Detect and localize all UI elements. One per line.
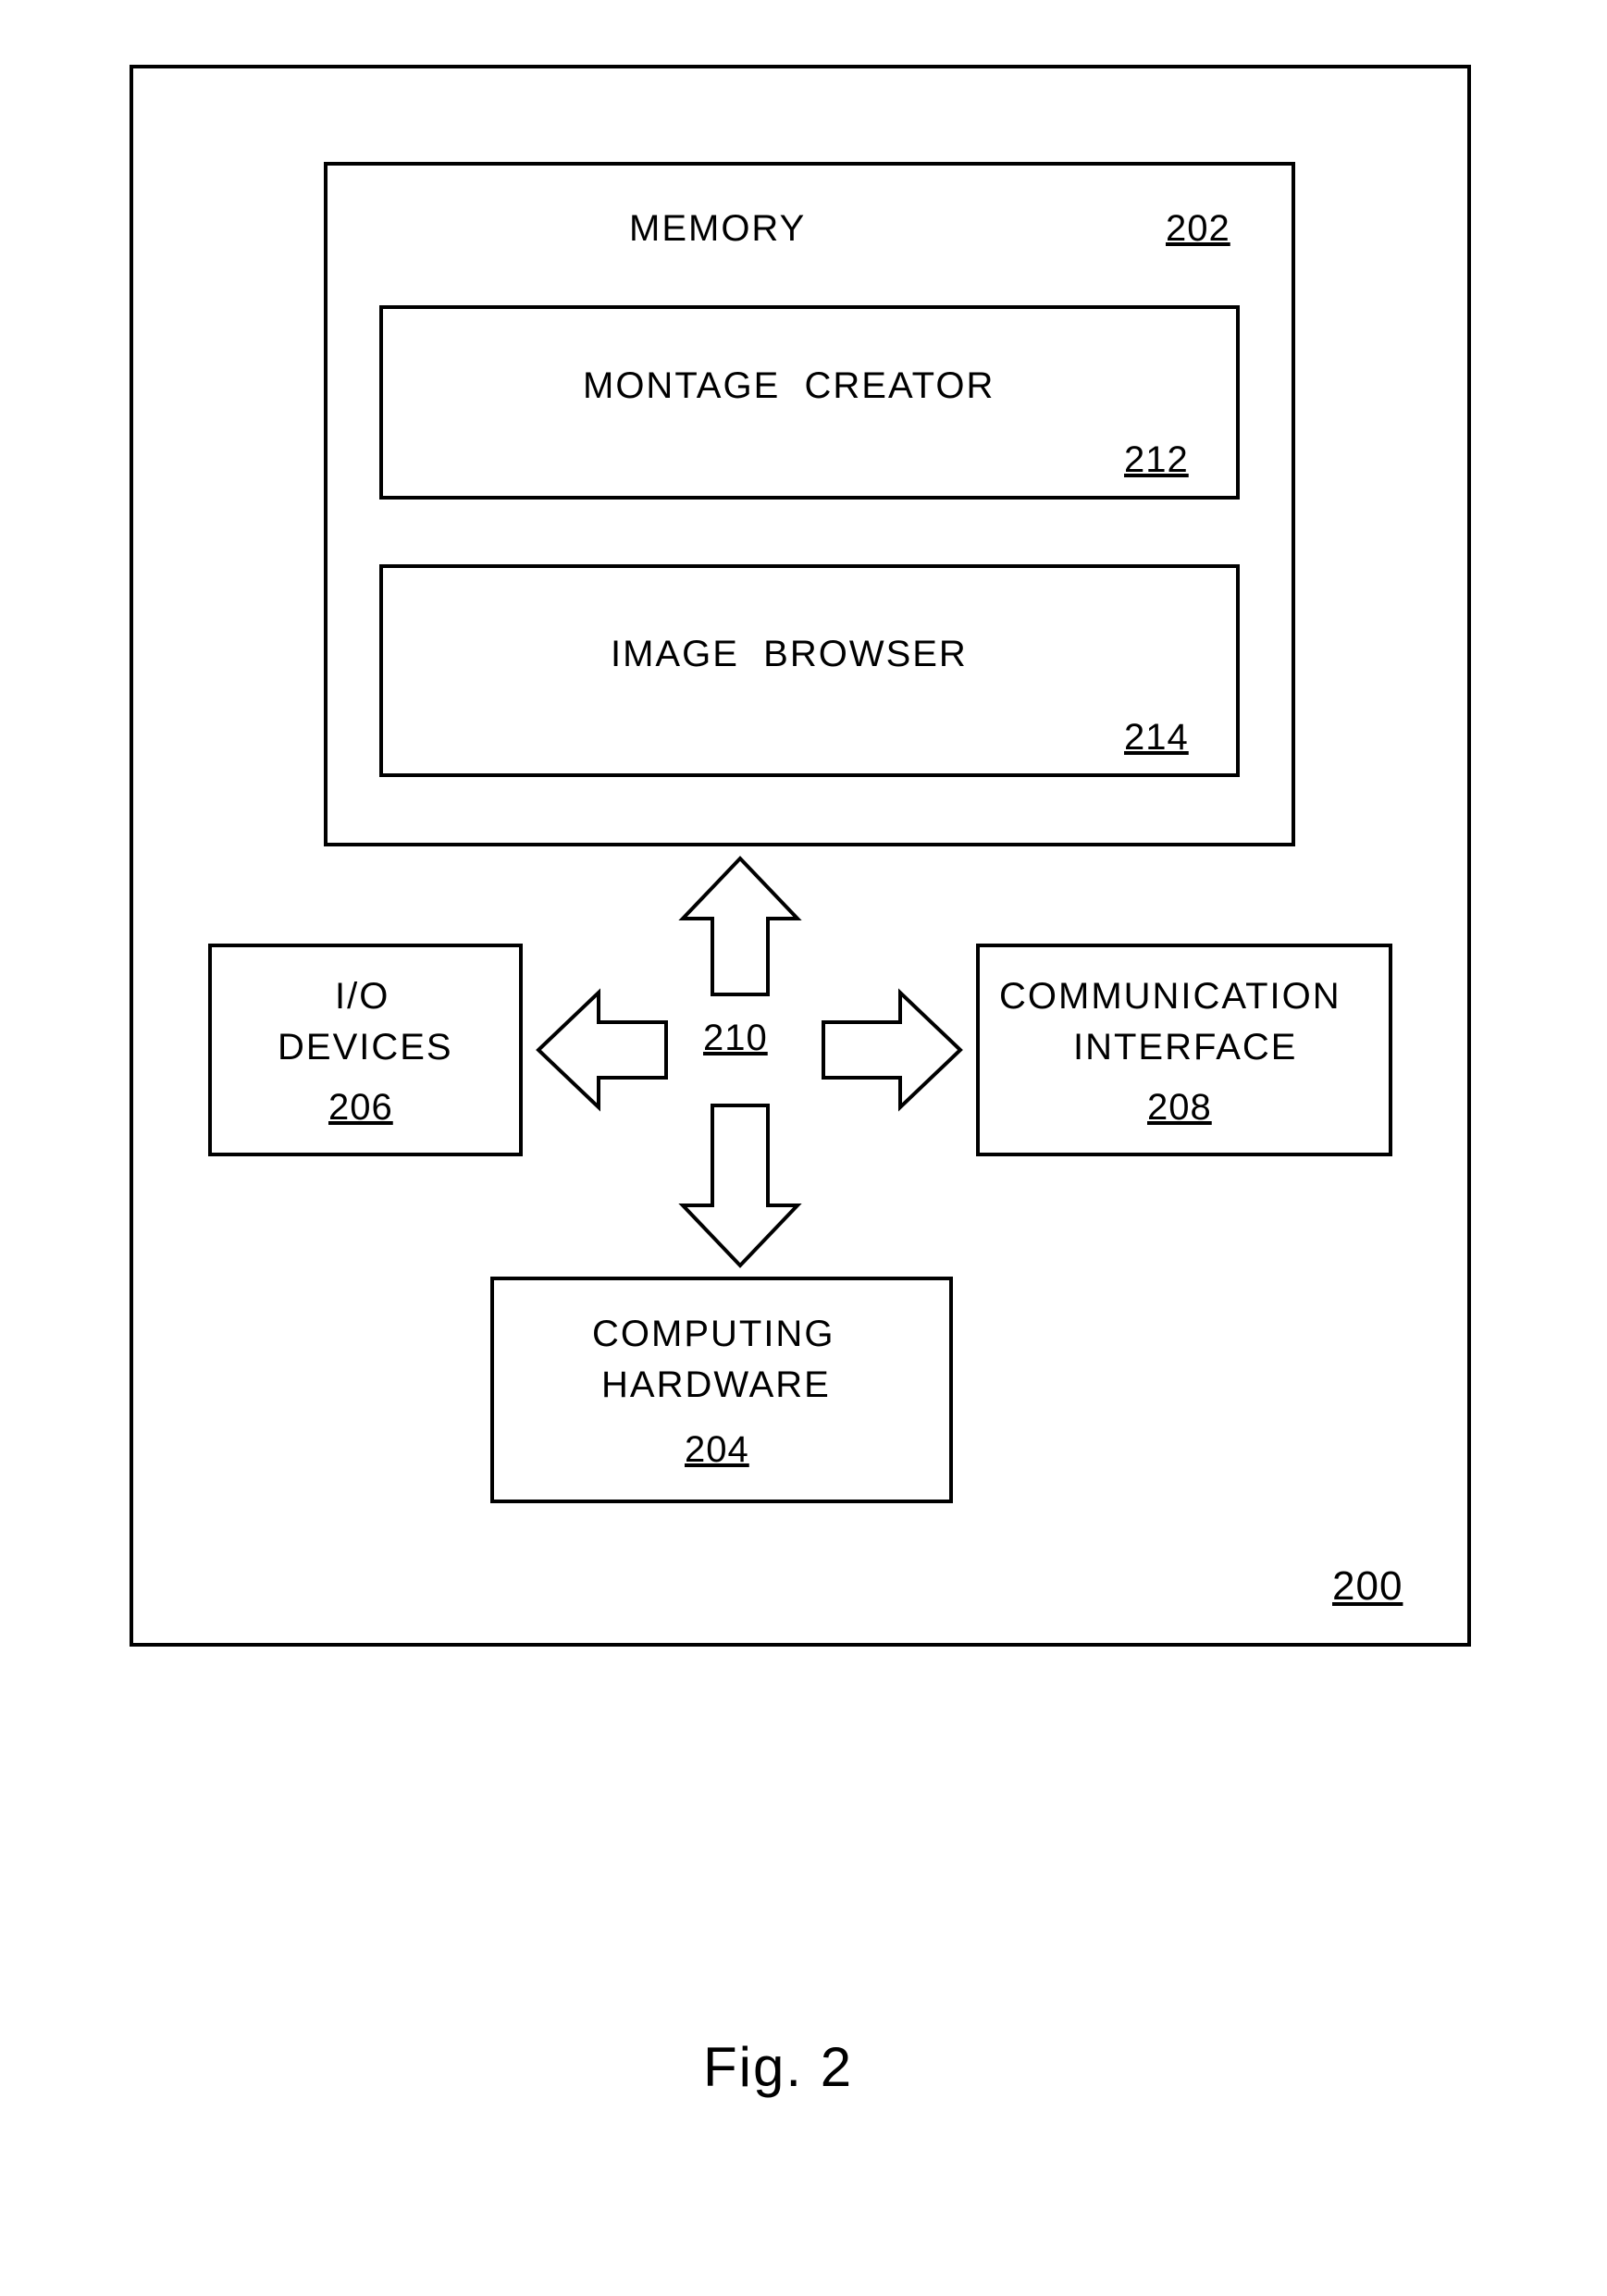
figure-caption: Fig. 2 — [703, 2035, 853, 2099]
bus-arrows-icon — [0, 0, 1607, 2296]
diagram-page: 200 MEMORY 202 MONTAGE CREATOR 212 IMAGE… — [0, 0, 1607, 2296]
